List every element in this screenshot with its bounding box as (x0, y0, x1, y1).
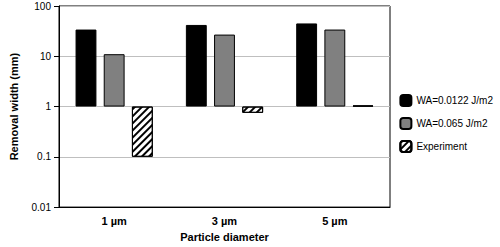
svg-text:100: 100 (34, 1, 51, 12)
svg-text:WA=0.065 J/m2: WA=0.065 J/m2 (416, 118, 487, 129)
svg-text:Experiment: Experiment (416, 141, 467, 152)
svg-text:10: 10 (40, 51, 52, 62)
svg-text:1: 1 (45, 101, 51, 112)
svg-text:0.01: 0.01 (32, 202, 52, 213)
svg-text:3 µm: 3 µm (212, 215, 238, 227)
svg-text:WA=0.0122 J/m2: WA=0.0122 J/m2 (416, 95, 493, 106)
svg-text:1 µm: 1 µm (102, 215, 128, 227)
svg-text:0.1: 0.1 (37, 151, 51, 162)
svg-text:5 µm: 5 µm (322, 215, 348, 227)
svg-text:Removal width (mm): Removal width (mm) (8, 52, 20, 160)
svg-text:Particle diameter: Particle diameter (180, 231, 269, 243)
